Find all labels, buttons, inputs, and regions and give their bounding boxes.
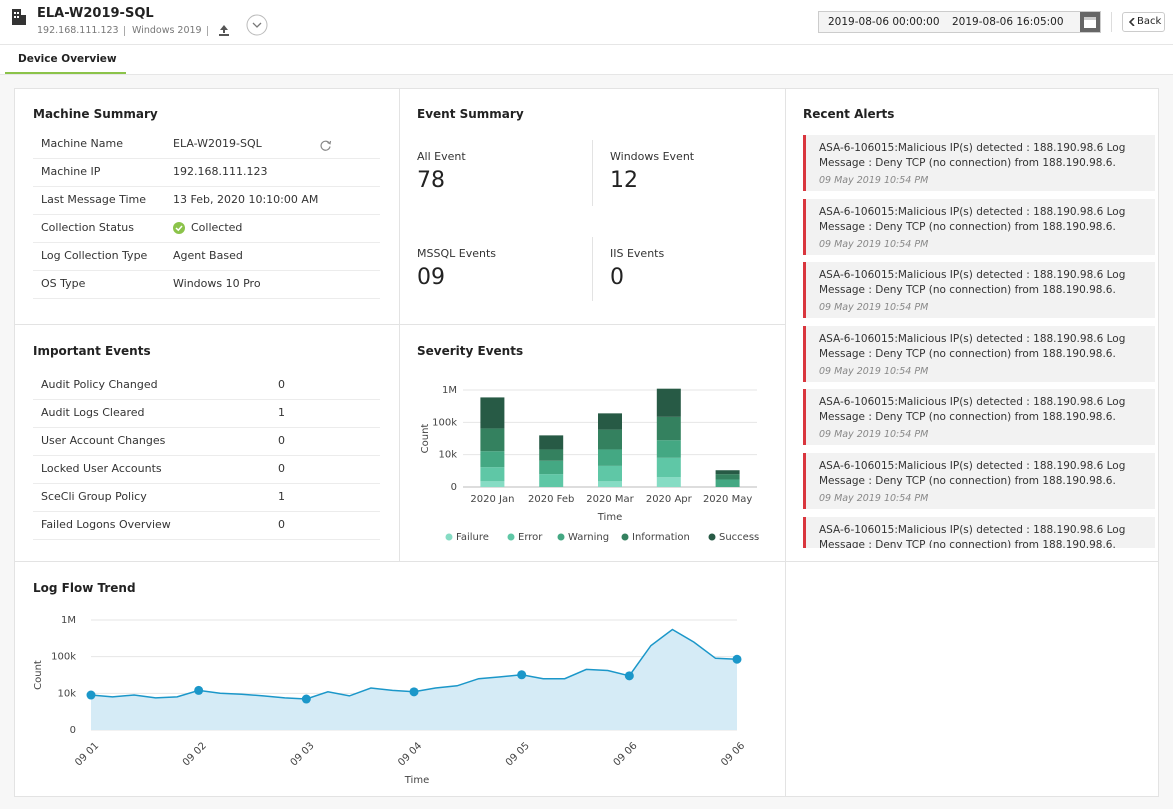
alert-message: ASA-6-106015:Malicious IP(s) detected : … bbox=[819, 142, 1126, 169]
row-separator bbox=[33, 298, 380, 299]
event-label: User Account Changes bbox=[41, 434, 166, 447]
device-os: Windows 2019 bbox=[132, 25, 202, 36]
panel-title: Important Events bbox=[33, 344, 151, 358]
alerts-list: ASA-6-106015:Malicious IP(s) detected : … bbox=[790, 134, 1160, 548]
row-value: Windows 10 Pro bbox=[173, 277, 261, 290]
summary-value: 12 bbox=[610, 168, 638, 193]
row-separator bbox=[33, 455, 380, 456]
event-label: Audit Policy Changed bbox=[41, 378, 158, 391]
summary-label: All Event bbox=[417, 150, 466, 163]
alert-message: ASA-6-106015:Malicious IP(s) detected : … bbox=[819, 332, 1126, 360]
header-border bbox=[0, 44, 1173, 45]
back-label[interactable]: Back bbox=[1137, 16, 1162, 27]
event-label: Failed Logons Overview bbox=[41, 518, 171, 531]
alert-message: ASA-6-106015:Malicious IP(s) detected : … bbox=[819, 523, 1126, 548]
event-count: 1 bbox=[278, 406, 285, 419]
device-icon bbox=[12, 9, 26, 25]
row-separator bbox=[33, 399, 380, 400]
summary-label: MSSQL Events bbox=[417, 247, 496, 260]
back-arrow[interactable] bbox=[1129, 18, 1135, 26]
alert-time: 09 May 2019 10:54 PM bbox=[819, 302, 929, 314]
panel-title: Log Flow Trend bbox=[33, 581, 136, 595]
panel-title: Recent Alerts bbox=[803, 107, 895, 121]
row-label: Log Collection Type bbox=[41, 249, 148, 262]
divider bbox=[592, 237, 593, 301]
row-separator bbox=[33, 483, 380, 484]
row-label: Last Message Time bbox=[41, 193, 147, 206]
divider bbox=[592, 140, 593, 206]
row-value: Agent Based bbox=[173, 249, 243, 262]
event-count: 0 bbox=[278, 378, 285, 391]
event-label: Locked User Accounts bbox=[41, 462, 162, 475]
alert-message: ASA-6-106015:Malicious IP(s) detected : … bbox=[819, 460, 1126, 487]
divider bbox=[14, 561, 1159, 562]
tab-bar bbox=[0, 45, 1173, 75]
event-count: 0 bbox=[278, 462, 285, 475]
row-label: Machine Name bbox=[41, 137, 123, 150]
row-value: Collected bbox=[191, 221, 243, 234]
back-button[interactable] bbox=[1122, 12, 1165, 32]
separator bbox=[207, 26, 208, 36]
row-separator bbox=[33, 270, 380, 271]
row-separator bbox=[33, 214, 380, 215]
alert-message: ASA-6-106015:Malicious IP(s) detected : … bbox=[819, 205, 1126, 233]
alert: ASA-6-106015:Malicious IP(s) detected : … bbox=[803, 135, 1155, 191]
alert: ASA-6-106015:Malicious IP(s) detected : … bbox=[803, 262, 1155, 319]
row-value: ELA-W2019-SQL bbox=[173, 137, 262, 150]
agent-icon bbox=[219, 25, 229, 36]
alert-time: 09 May 2019 10:54 PM bbox=[819, 175, 929, 186]
panel-title: Event Summary bbox=[417, 107, 524, 121]
date-from[interactable]: 2019-08-06 00:00:00 bbox=[828, 16, 940, 28]
alert-time: 09 May 2019 10:54 PM bbox=[819, 429, 929, 441]
separator bbox=[124, 26, 125, 36]
panel-title: Machine Summary bbox=[33, 107, 158, 121]
row-separator bbox=[33, 539, 380, 540]
status-icon bbox=[173, 222, 185, 234]
device-ip: 192.168.111.123 bbox=[37, 25, 119, 36]
date-to[interactable]: 2019-08-06 16:05:00 bbox=[952, 16, 1064, 28]
divider bbox=[785, 88, 786, 797]
event-count: 0 bbox=[278, 434, 285, 447]
alert-time: 09 May 2019 10:54 PM bbox=[819, 238, 929, 250]
row-separator bbox=[33, 186, 380, 187]
alert-time: 09 May 2019 10:54 PM bbox=[819, 365, 929, 377]
event-label: SceCli Group Policy bbox=[41, 490, 147, 503]
row-label: Machine IP bbox=[41, 165, 101, 178]
device-name: ELA-W2019-SQL bbox=[37, 6, 154, 21]
calendar-button[interactable] bbox=[1080, 12, 1100, 32]
separator bbox=[1111, 12, 1112, 32]
panel-title: Severity Events bbox=[417, 344, 524, 358]
summary-value: 09 bbox=[417, 265, 445, 290]
summary-label: IIS Events bbox=[610, 247, 665, 260]
summary-value: 0 bbox=[610, 265, 624, 290]
alert: ASA-6-106015:Malicious IP(s) detected : … bbox=[803, 325, 1155, 382]
tab-underline bbox=[5, 72, 126, 74]
alert: ASA-6-106015:Malicious IP(s) detected : … bbox=[803, 389, 1155, 446]
row-separator bbox=[33, 158, 380, 159]
refresh-button[interactable] bbox=[319, 139, 332, 152]
expand-button[interactable] bbox=[246, 14, 268, 36]
row-label: OS Type bbox=[41, 277, 86, 290]
alert-time: 09 May 2019 10:54 PM bbox=[819, 493, 929, 504]
alert-message: ASA-6-106015:Malicious IP(s) detected : … bbox=[819, 396, 1126, 424]
alert: ASA-6-106015:Malicious IP(s) detected : … bbox=[803, 516, 1155, 548]
event-count: 1 bbox=[278, 490, 285, 503]
summary-value: 78 bbox=[417, 168, 445, 193]
event-count: 0 bbox=[278, 518, 285, 531]
alert-message: ASA-6-106015:Malicious IP(s) detected : … bbox=[819, 269, 1126, 297]
row-separator bbox=[33, 242, 380, 243]
alert: ASA-6-106015:Malicious IP(s) detected : … bbox=[803, 453, 1155, 509]
row-separator bbox=[33, 511, 380, 512]
event-label: Audit Logs Cleared bbox=[41, 406, 145, 419]
divider bbox=[14, 324, 785, 325]
summary-label: Windows Event bbox=[610, 150, 695, 163]
date-range[interactable] bbox=[818, 11, 1101, 33]
row-value: 13 Feb, 2020 10:10:00 AM bbox=[173, 193, 319, 206]
alert: ASA-6-106015:Malicious IP(s) detected : … bbox=[803, 198, 1155, 255]
row-separator bbox=[33, 427, 380, 428]
row-value: 192.168.111.123 bbox=[173, 165, 268, 178]
tab[interactable]: Device Overview bbox=[18, 53, 117, 65]
row-label: Collection Status bbox=[41, 221, 134, 234]
